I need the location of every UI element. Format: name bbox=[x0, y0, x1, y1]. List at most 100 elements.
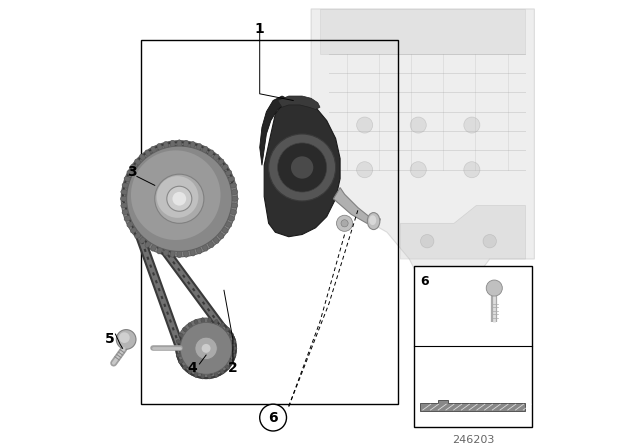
Ellipse shape bbox=[220, 323, 224, 327]
Ellipse shape bbox=[184, 250, 188, 257]
Circle shape bbox=[131, 151, 221, 240]
Circle shape bbox=[464, 162, 480, 178]
Ellipse shape bbox=[202, 146, 208, 153]
Ellipse shape bbox=[164, 142, 168, 148]
Ellipse shape bbox=[122, 183, 129, 188]
Ellipse shape bbox=[231, 340, 236, 344]
Ellipse shape bbox=[369, 215, 376, 225]
Circle shape bbox=[291, 156, 314, 179]
Circle shape bbox=[167, 186, 192, 211]
Circle shape bbox=[410, 162, 426, 178]
Ellipse shape bbox=[183, 327, 188, 332]
Ellipse shape bbox=[194, 319, 198, 325]
Ellipse shape bbox=[225, 170, 232, 176]
Circle shape bbox=[157, 176, 198, 218]
Ellipse shape bbox=[228, 359, 234, 363]
Circle shape bbox=[202, 344, 211, 353]
Ellipse shape bbox=[121, 190, 128, 194]
Ellipse shape bbox=[164, 249, 168, 256]
Circle shape bbox=[176, 318, 237, 379]
Ellipse shape bbox=[194, 372, 198, 377]
Ellipse shape bbox=[190, 142, 195, 148]
Circle shape bbox=[464, 117, 480, 133]
Circle shape bbox=[121, 141, 237, 257]
Ellipse shape bbox=[201, 318, 205, 323]
Ellipse shape bbox=[127, 170, 134, 176]
Circle shape bbox=[483, 234, 497, 248]
Ellipse shape bbox=[170, 140, 175, 147]
Ellipse shape bbox=[176, 353, 181, 357]
Ellipse shape bbox=[228, 177, 234, 182]
Text: 6: 6 bbox=[420, 275, 429, 288]
Ellipse shape bbox=[151, 245, 156, 251]
Ellipse shape bbox=[221, 227, 228, 233]
Ellipse shape bbox=[201, 374, 205, 379]
Ellipse shape bbox=[228, 333, 234, 337]
Circle shape bbox=[356, 117, 372, 133]
Ellipse shape bbox=[225, 365, 230, 369]
Circle shape bbox=[195, 337, 217, 360]
Ellipse shape bbox=[151, 146, 156, 153]
Polygon shape bbox=[401, 206, 525, 259]
Ellipse shape bbox=[157, 143, 163, 151]
Ellipse shape bbox=[208, 318, 211, 323]
Ellipse shape bbox=[213, 154, 219, 160]
Polygon shape bbox=[420, 400, 525, 411]
Ellipse shape bbox=[228, 216, 234, 221]
Ellipse shape bbox=[124, 216, 131, 221]
Text: 6: 6 bbox=[268, 411, 278, 425]
Ellipse shape bbox=[145, 150, 150, 156]
Ellipse shape bbox=[208, 150, 214, 156]
Ellipse shape bbox=[196, 247, 202, 254]
Polygon shape bbox=[311, 9, 534, 277]
Ellipse shape bbox=[218, 159, 224, 165]
Polygon shape bbox=[320, 9, 525, 54]
Text: 5: 5 bbox=[105, 332, 115, 346]
Ellipse shape bbox=[230, 183, 237, 188]
Circle shape bbox=[172, 192, 186, 206]
Ellipse shape bbox=[145, 241, 150, 248]
Circle shape bbox=[127, 146, 232, 251]
Ellipse shape bbox=[157, 247, 163, 254]
Ellipse shape bbox=[230, 210, 237, 215]
Ellipse shape bbox=[214, 319, 218, 325]
Ellipse shape bbox=[135, 233, 141, 238]
Ellipse shape bbox=[218, 233, 224, 238]
Ellipse shape bbox=[124, 177, 131, 182]
Text: 2: 2 bbox=[228, 362, 238, 375]
Ellipse shape bbox=[220, 369, 224, 374]
Ellipse shape bbox=[170, 250, 175, 257]
Ellipse shape bbox=[231, 190, 238, 194]
Ellipse shape bbox=[177, 140, 182, 147]
Text: 4: 4 bbox=[188, 362, 198, 375]
Circle shape bbox=[486, 280, 502, 296]
Circle shape bbox=[260, 404, 287, 431]
Ellipse shape bbox=[231, 196, 238, 201]
Ellipse shape bbox=[140, 154, 145, 160]
Text: 3: 3 bbox=[127, 165, 137, 179]
Polygon shape bbox=[264, 100, 340, 237]
Ellipse shape bbox=[179, 333, 184, 337]
Bar bbox=[414, 266, 532, 426]
Ellipse shape bbox=[208, 374, 211, 379]
Ellipse shape bbox=[179, 359, 184, 363]
Polygon shape bbox=[278, 96, 320, 109]
Ellipse shape bbox=[140, 237, 145, 243]
Ellipse shape bbox=[131, 164, 137, 170]
Circle shape bbox=[341, 220, 348, 227]
Ellipse shape bbox=[122, 210, 129, 215]
Ellipse shape bbox=[208, 241, 214, 248]
Polygon shape bbox=[333, 188, 380, 225]
Ellipse shape bbox=[190, 249, 195, 256]
Ellipse shape bbox=[221, 164, 228, 170]
Ellipse shape bbox=[231, 353, 236, 357]
Circle shape bbox=[119, 332, 130, 343]
Polygon shape bbox=[260, 96, 287, 165]
Ellipse shape bbox=[176, 340, 181, 344]
Ellipse shape bbox=[188, 369, 192, 374]
Circle shape bbox=[278, 143, 326, 192]
Ellipse shape bbox=[213, 237, 219, 243]
Bar bbox=[141, 40, 398, 404]
Ellipse shape bbox=[214, 372, 218, 377]
Circle shape bbox=[420, 234, 434, 248]
